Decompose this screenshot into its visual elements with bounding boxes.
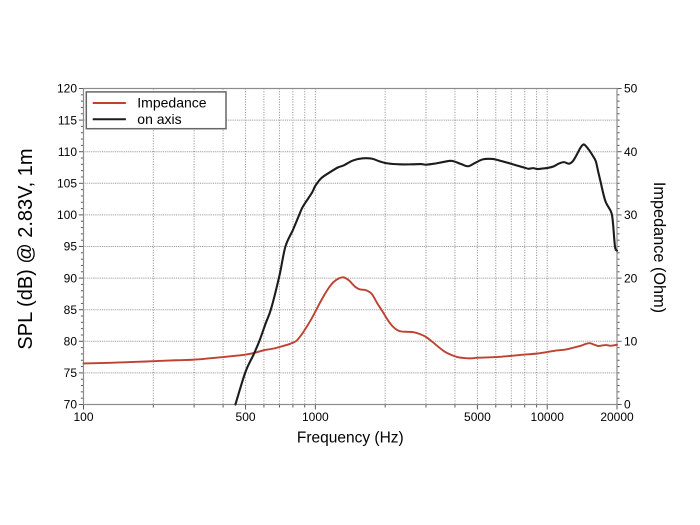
svg-text:115: 115 bbox=[58, 113, 77, 127]
svg-text:40: 40 bbox=[624, 145, 638, 159]
svg-text:85: 85 bbox=[64, 303, 78, 317]
svg-text:Frequency (Hz): Frequency (Hz) bbox=[297, 430, 404, 447]
svg-text:90: 90 bbox=[64, 271, 78, 285]
svg-text:Impedance (Ohm): Impedance (Ohm) bbox=[650, 182, 668, 313]
svg-text:1000: 1000 bbox=[302, 410, 329, 424]
svg-text:on axis: on axis bbox=[137, 111, 181, 127]
svg-text:SPL (dB) @ 2.83V, 1m: SPL (dB) @ 2.83V, 1m bbox=[15, 148, 37, 349]
svg-text:100: 100 bbox=[73, 410, 93, 424]
svg-text:30: 30 bbox=[624, 208, 638, 222]
svg-text:75: 75 bbox=[64, 366, 78, 380]
svg-text:70: 70 bbox=[64, 398, 78, 412]
svg-text:Impedance: Impedance bbox=[137, 95, 206, 111]
svg-text:105: 105 bbox=[57, 177, 77, 191]
svg-text:95: 95 bbox=[64, 240, 78, 254]
svg-text:100: 100 bbox=[57, 208, 77, 222]
svg-text:500: 500 bbox=[236, 410, 256, 424]
svg-text:80: 80 bbox=[64, 335, 78, 349]
svg-text:5000: 5000 bbox=[464, 410, 491, 424]
svg-text:10: 10 bbox=[624, 335, 638, 349]
svg-text:50: 50 bbox=[624, 82, 638, 96]
svg-text:0: 0 bbox=[624, 398, 631, 412]
svg-text:120: 120 bbox=[57, 82, 77, 96]
svg-text:110: 110 bbox=[58, 145, 77, 159]
svg-text:20: 20 bbox=[624, 271, 638, 285]
svg-text:20000: 20000 bbox=[600, 410, 634, 424]
svg-text:10000: 10000 bbox=[531, 410, 565, 424]
